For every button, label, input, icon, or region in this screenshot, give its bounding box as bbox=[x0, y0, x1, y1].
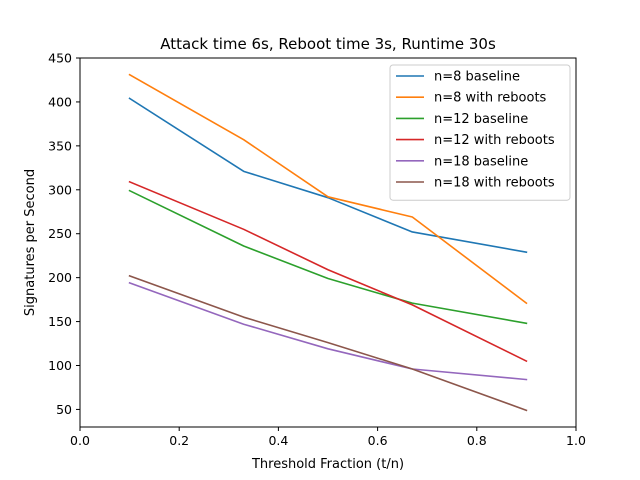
y-tick-label: 250 bbox=[48, 226, 72, 241]
x-tick-label: 0.8 bbox=[467, 433, 487, 448]
series-line-1 bbox=[128, 73, 528, 305]
legend-entry-0: n=8 baseline bbox=[434, 70, 520, 85]
series-line-2 bbox=[128, 189, 528, 325]
x-axis-label: Threshold Fraction (t/n) bbox=[251, 457, 404, 472]
y-tick-label: 50 bbox=[56, 402, 72, 417]
x-axis: 0.0 0.2 0.4 0.6 0.8 1.0 bbox=[70, 427, 586, 448]
legend-entry-4: n=18 baseline bbox=[434, 154, 528, 169]
y-tick-label: 100 bbox=[48, 358, 72, 373]
series-line-5 bbox=[128, 274, 528, 412]
plot-area-frame bbox=[79, 57, 577, 428]
y-tick-label: 200 bbox=[48, 270, 72, 285]
x-tick-label: 0.2 bbox=[169, 433, 189, 448]
series-line-4 bbox=[128, 281, 528, 381]
x-tick-label: 1.0 bbox=[566, 433, 586, 448]
legend: n=8 baseline n=8 with reboots n=12 baselin… bbox=[389, 64, 571, 201]
y-axis: 50 100 150 200 250 300 350 400 450 bbox=[48, 51, 80, 417]
x-tick-label: 0.6 bbox=[368, 433, 388, 448]
legend-entry-2: n=12 baseline bbox=[434, 112, 528, 127]
y-tick-label: 400 bbox=[48, 94, 72, 109]
y-tick-label: 300 bbox=[48, 182, 72, 197]
x-tick-label: 0.0 bbox=[70, 433, 90, 448]
series-line-3 bbox=[128, 180, 528, 363]
series-line-0 bbox=[128, 97, 528, 254]
y-tick-label: 450 bbox=[48, 51, 72, 66]
legend-entry-1: n=8 with reboots bbox=[434, 91, 547, 106]
legend-entry-3: n=12 with reboots bbox=[434, 133, 555, 148]
legend-box bbox=[389, 64, 571, 201]
y-tick-label: 150 bbox=[48, 314, 72, 329]
chart-title: Attack time 6s, Reboot time 3s, Runtime … bbox=[160, 35, 496, 53]
y-axis-label: Signatures per Second bbox=[23, 169, 38, 316]
x-tick-label: 0.4 bbox=[268, 433, 288, 448]
series-layer bbox=[128, 73, 528, 412]
y-tick-label: 350 bbox=[48, 138, 72, 153]
legend-entry-5: n=18 with reboots bbox=[434, 176, 555, 191]
